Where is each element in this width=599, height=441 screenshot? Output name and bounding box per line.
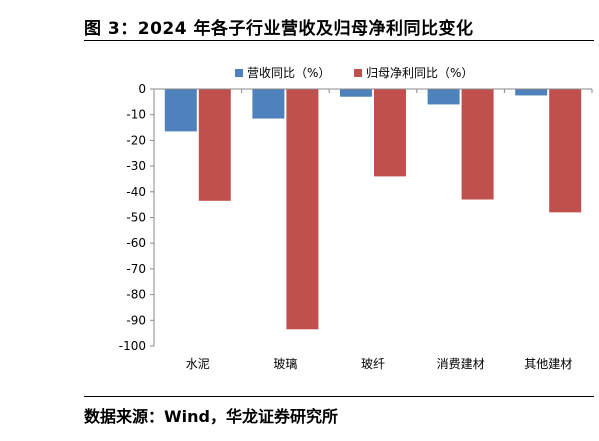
- bar-revenue: [340, 89, 372, 97]
- x-category-label: 水泥: [186, 357, 210, 371]
- bar-net-profit: [549, 89, 582, 213]
- bar-revenue: [252, 89, 285, 119]
- y-tick-label: 0: [138, 82, 146, 96]
- bar-net-profit: [461, 89, 494, 200]
- x-category-label: 玻璃: [273, 357, 297, 371]
- y-tick-label: -100: [119, 339, 146, 353]
- figure-title: 图 3：2024 年各子行业营收及归母净利同比变化: [84, 19, 474, 39]
- x-category-label: 消费建材: [437, 357, 485, 371]
- y-tick-label: -30: [126, 159, 146, 173]
- y-tick-label: -80: [126, 288, 146, 302]
- bar-revenue: [515, 89, 548, 96]
- legend: 营收同比（%） 归母净利同比（%）: [235, 66, 473, 80]
- y-tick-label: -40: [126, 185, 146, 199]
- legend-label: 归母净利同比（%）: [366, 66, 473, 80]
- y-tick-label: -60: [126, 236, 146, 250]
- bar-net-profit: [198, 89, 231, 201]
- y-tick-label: -20: [126, 133, 146, 147]
- x-category-label: 其他建材: [524, 357, 572, 371]
- bar-net-profit: [374, 89, 406, 177]
- bar-chart: 营收同比（%） 归母净利同比（%） 0 -10 -20 -30 -40 -50 -60 -70 -…: [119, 66, 593, 371]
- y-tick-label: -10: [126, 108, 146, 122]
- legend-swatch: [354, 69, 362, 77]
- bar-revenue: [427, 89, 460, 105]
- y-tick-label: -70: [126, 262, 146, 276]
- x-axis: 水泥 玻璃 玻纤 消费建材 其他建材: [154, 88, 593, 371]
- y-tick-label: -50: [126, 211, 146, 225]
- x-category-label: 玻纤: [361, 357, 385, 371]
- y-axis: 0 -10 -20 -30 -40 -50 -60 -70 -80 -90 -100: [119, 82, 155, 353]
- bar-revenue: [164, 89, 197, 132]
- source-note: 数据来源：Wind，华龙证券研究所: [84, 407, 338, 426]
- legend-swatch: [235, 69, 243, 77]
- bars: [164, 89, 582, 330]
- bar-net-profit: [286, 89, 319, 330]
- source-divider: [84, 396, 594, 397]
- legend-label: 营收同比（%）: [247, 66, 330, 80]
- title-divider: [84, 40, 594, 41]
- y-tick-label: -90: [126, 313, 146, 327]
